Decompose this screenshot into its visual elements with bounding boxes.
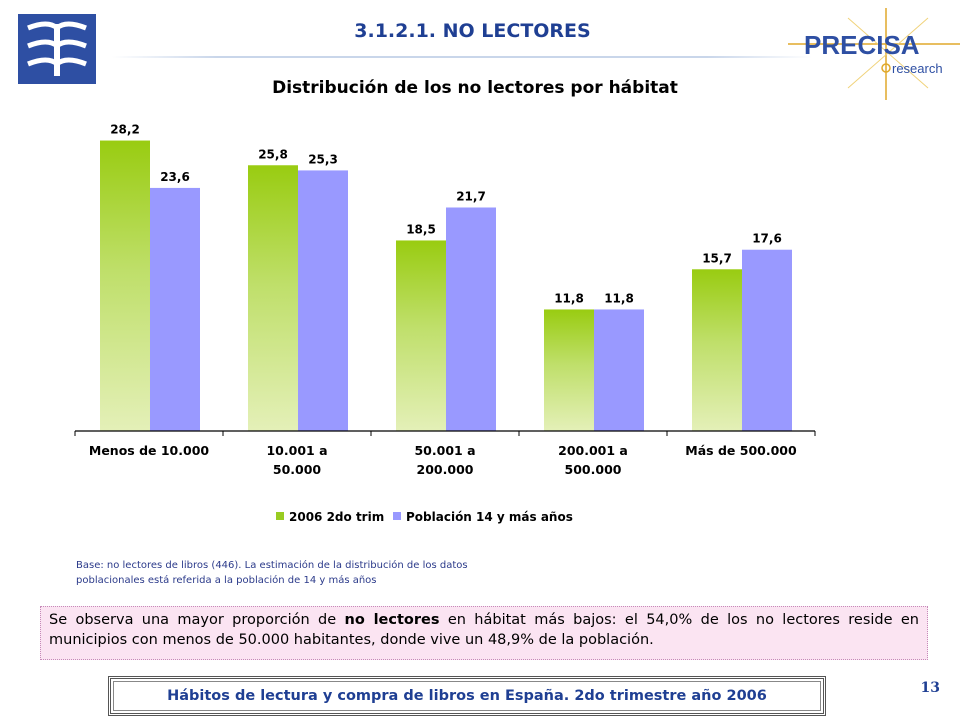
category-label: 50.001 a [414, 443, 475, 458]
bar-series2-4 [742, 249, 792, 431]
page-number: 13 [920, 680, 940, 696]
bar-series1-0 [100, 140, 150, 431]
legend: 2006 2do trim Población 14 y más años [276, 510, 573, 524]
data-label: 28,2 [110, 123, 140, 137]
data-label: 25,8 [258, 147, 288, 161]
category-label: 200.001 a [558, 443, 628, 458]
precisa-logo: PRECISA research [788, 8, 960, 100]
header-divider [112, 56, 812, 58]
chart-title: Distribución de los no lectores por hábi… [272, 78, 678, 98]
category-label: Menos de 10.000 [89, 443, 210, 458]
summary-text-before: Se observa una mayor proporción de [49, 612, 345, 628]
summary-text-bold: no lectores [344, 612, 440, 628]
data-label: 17,6 [752, 232, 782, 246]
brand-sub: research [892, 61, 943, 76]
bar-series1-1 [248, 165, 298, 431]
legend-swatch [393, 512, 401, 520]
category-label: Más de 500.000 [685, 443, 797, 458]
bar-series1-3 [544, 309, 594, 431]
base-note-line1: Base: no lectores de libros (446). La es… [76, 560, 468, 571]
legend-label: 2006 2do trim [289, 510, 384, 524]
data-label: 11,8 [554, 291, 584, 305]
base-note: Base: no lectores de libros (446). La es… [76, 558, 556, 588]
category-label: 50.000 [273, 462, 322, 477]
category-label: 10.001 a [266, 443, 327, 458]
data-label: 11,8 [604, 291, 634, 305]
category-label: 500.000 [565, 462, 622, 477]
section-title: 3.1.2.1. NO LECTORES [354, 20, 591, 42]
legend-swatch [276, 512, 284, 520]
category-label: 200.000 [417, 462, 474, 477]
data-label: 25,3 [308, 152, 338, 166]
bar-series2-2 [446, 207, 496, 431]
bar-chart: 28,2 23,6 25,8 25,3 18,5 21,7 11,8 11,8 15,7 17,6… [74, 123, 816, 524]
x-axis: Menos de 10.000 10.001 a 50.000 50.001 a 200… [74, 430, 816, 477]
footer-title: Hábitos de lectura y compra de libros en… [113, 681, 821, 711]
footer-box: Hábitos de lectura y compra de libros en… [108, 676, 826, 716]
brand-mark-icon [881, 63, 891, 73]
summary-box: Se observa una mayor proporción de no le… [40, 606, 928, 660]
bar-series1-4 [692, 269, 742, 431]
bar-series2-3 [594, 309, 644, 431]
bars-layer: 28,2 23,6 25,8 25,3 18,5 21,7 11,8 11,8 15,7 17,6 [100, 123, 792, 431]
brand-name: PRECISA [804, 30, 920, 60]
data-label: 23,6 [160, 170, 190, 184]
data-label: 18,5 [406, 222, 436, 236]
legend-label: Población 14 y más años [406, 510, 573, 524]
bar-series2-1 [298, 170, 348, 431]
bar-series1-2 [396, 240, 446, 431]
institution-logo [18, 14, 96, 84]
bar-series2-0 [150, 187, 200, 431]
data-label: 21,7 [456, 189, 486, 203]
base-note-line2: poblacionales está referida a la poblaci… [76, 575, 377, 586]
summary-text-after: en hábitat más bajos: el 54,0% de los no… [49, 612, 919, 648]
data-label: 15,7 [702, 251, 732, 265]
